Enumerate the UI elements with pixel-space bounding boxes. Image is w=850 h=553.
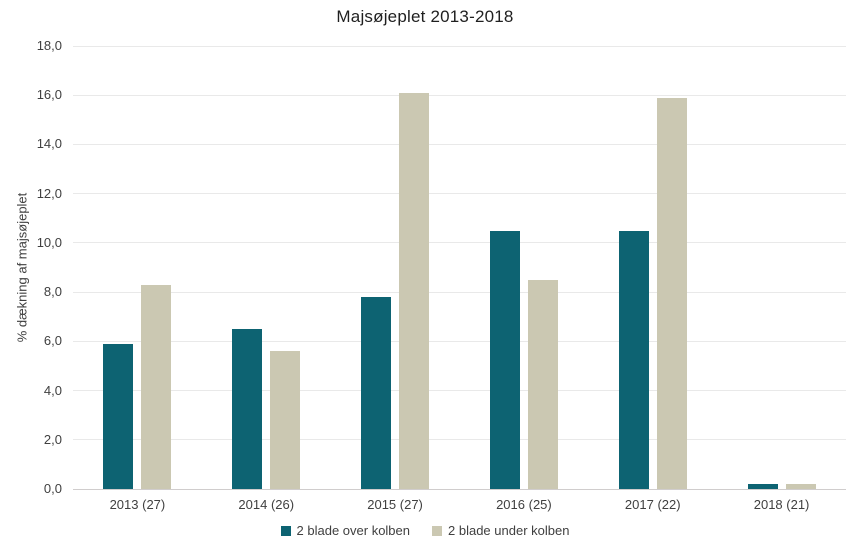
gridline-8,0 [73, 291, 846, 293]
bar-2014-26-2-blade-over-kolben [232, 329, 263, 489]
legend-swatch-icon [280, 525, 291, 536]
y-tick-label-0,0: 0,0 [43, 481, 62, 496]
y-tick-label-4,0: 4,0 [43, 382, 62, 398]
legend-label: 2 blade over kolben [296, 523, 411, 538]
y-tick-label-8,0: 8,0 [43, 284, 62, 300]
y-axis-title: % dækning af majsøjeplet [14, 192, 30, 343]
bar-2018-21-2-blade-over-kolben [747, 484, 778, 489]
y-tick-label-16,0: 16,0 [36, 87, 62, 103]
legend-item-2-blade-over-kolben: 2 blade over kolben [280, 523, 411, 538]
y-tick-label-2,0: 2,0 [43, 431, 62, 447]
gridline-4,0 [73, 390, 846, 392]
gridline-16,0 [73, 94, 846, 96]
gridline-12,0 [73, 193, 846, 195]
bar-2018-21-2-blade-under-kolben [785, 484, 816, 489]
x-tick-label-2014-26: 2014 (26) [238, 497, 295, 512]
bar-2015-27-2-blade-over-kolben [361, 297, 392, 489]
gridline-14,0 [73, 143, 846, 145]
plot-area [73, 45, 846, 490]
x-tick-label-2016-25: 2016 (25) [496, 497, 552, 512]
legend-item-2-blade-under-kolben: 2 blade under kolben [432, 523, 569, 538]
y-tick-label-14,0: 14,0 [36, 136, 62, 152]
bar-2017-22-2-blade-under-kolben [656, 97, 687, 489]
gridline-10,0 [73, 242, 846, 244]
y-tick-label-12,0: 12,0 [36, 185, 62, 201]
legend-swatch-icon [432, 525, 443, 536]
gridline-6,0 [73, 340, 846, 342]
y-tick-label-18,0: 18,0 [36, 38, 62, 53]
legend: 2 blade over kolben 2 blade under kolben [0, 523, 850, 538]
bar-2016-25-2-blade-over-kolben [489, 230, 520, 489]
gridline-2,0 [73, 439, 846, 441]
bar-2016-25-2-blade-under-kolben [527, 279, 558, 489]
bar-2014-26-2-blade-under-kolben [270, 351, 301, 489]
y-tick-label-6,0: 6,0 [43, 333, 62, 349]
x-tick-label-2015-27: 2015 (27) [367, 497, 423, 512]
legend-label: 2 blade under kolben [448, 523, 570, 538]
bar-2013-27-2-blade-over-kolben [103, 343, 134, 489]
bar-2015-27-2-blade-under-kolben [399, 92, 430, 489]
bar-2013-27-2-blade-under-kolben [141, 284, 172, 489]
x-axis-line [73, 488, 846, 490]
gridline-18,0 [73, 45, 846, 47]
y-tick-label-10,0: 10,0 [36, 234, 62, 250]
x-tick-label-2017-22: 2017 (22) [624, 497, 681, 512]
bar-2017-22-2-blade-over-kolben [618, 230, 649, 489]
x-tick-label-2018-21: 2018 (21) [753, 497, 810, 512]
chart-title: Majsøjeplet 2013-2018 [336, 7, 514, 26]
x-tick-label-2013-27: 2013 (27) [109, 497, 166, 512]
